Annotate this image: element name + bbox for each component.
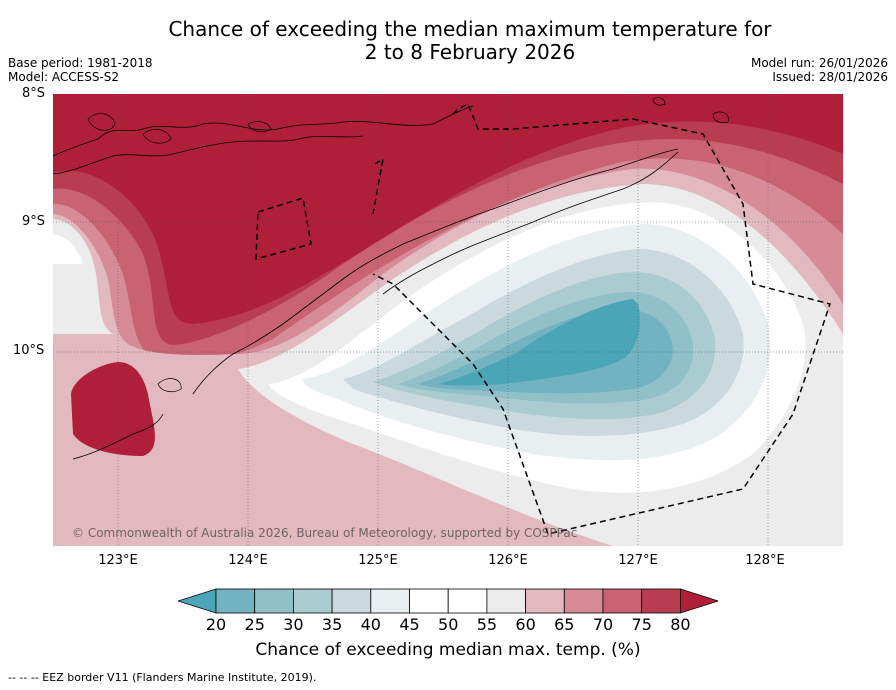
base-period: Base period: 1981-2018 <box>8 56 153 70</box>
title-line-1: Chance of exceeding the median maximum t… <box>168 17 772 41</box>
lon-label-128e: 128°E <box>745 553 785 568</box>
colorbar-tick-label: 30 <box>283 615 304 634</box>
copyright-notice: © Commonwealth of Australia 2026, Bureau… <box>72 526 578 540</box>
lat-label-8s: 8°S <box>22 86 46 101</box>
eez-border <box>255 102 831 535</box>
lon-label-125e: 125°E <box>358 553 398 568</box>
colorbar-tick-label: 40 <box>360 615 381 634</box>
colorbar-segment <box>525 588 565 614</box>
lat-label-10s: 10°S <box>13 343 45 358</box>
map-title: Chance of exceeding the median maximum t… <box>0 18 896 64</box>
colorbar-tick-label: 35 <box>321 615 343 634</box>
colorbar-tick-label: 60 <box>515 615 536 634</box>
lon-label-124e: 124°E <box>228 553 268 568</box>
colorbar-segment <box>447 588 488 614</box>
gridlines <box>53 94 843 546</box>
colorbar-tick-label: 70 <box>592 615 614 634</box>
colorbar-tick-label: 55 <box>476 615 498 634</box>
coastline <box>53 105 679 460</box>
lon-label-127e: 127°E <box>618 553 658 568</box>
lon-label-123e: 123°E <box>98 553 138 568</box>
model-run: Model run: 26/01/2026 <box>750 56 888 70</box>
colorbar-tick-label: 45 <box>399 615 420 634</box>
colorbar-extend-low <box>178 588 217 614</box>
lat-label-9s: 9°S <box>22 214 46 229</box>
land-islands <box>87 97 729 393</box>
metadata-left: Base period: 1981-2018 Model: ACCESS-S2 <box>8 56 153 84</box>
colorbar-tick-label: 20 <box>205 615 227 634</box>
metadata-right: Model run: 26/01/2026 Issued: 28/01/2026 <box>751 56 888 84</box>
colorbar-segment <box>563 588 604 614</box>
colorbar-tick-label: 50 <box>438 615 459 634</box>
model-name: Model: ACCESS-S2 <box>8 70 120 84</box>
colorbar-segment <box>215 588 256 614</box>
contour-20-band <box>438 299 640 386</box>
colorbar-segment <box>486 588 526 614</box>
colorbar-segment <box>293 588 333 614</box>
colorbar-tick-label: 80 <box>670 615 691 634</box>
colorbar-label: Chance of exceeding median max. temp. (%… <box>255 640 641 660</box>
colorbar <box>178 588 718 614</box>
lower-left-hotspot <box>71 362 155 456</box>
colorbar-segment <box>331 588 372 614</box>
colorbar-segment <box>641 588 681 614</box>
forecast-map <box>53 94 843 546</box>
colorbar-tick-label: 75 <box>631 615 652 634</box>
colorbar-segment <box>370 588 410 614</box>
issued-date: Issued: 28/01/2026 <box>772 70 888 84</box>
colorbar-segment <box>254 588 294 614</box>
colorbar-segment <box>409 588 449 614</box>
colorbar-extend-high <box>679 588 718 614</box>
title-line-2: 2 to 8 February 2026 <box>364 40 576 64</box>
eez-legend-note: -- -- -- EEZ border V11 (Flanders Marine… <box>8 671 317 684</box>
lon-label-126e: 126°E <box>488 553 528 568</box>
colorbar-segment <box>602 588 643 614</box>
colorbar-tick-label: 65 <box>554 615 575 634</box>
colorbar-tick-label: 25 <box>244 615 265 634</box>
